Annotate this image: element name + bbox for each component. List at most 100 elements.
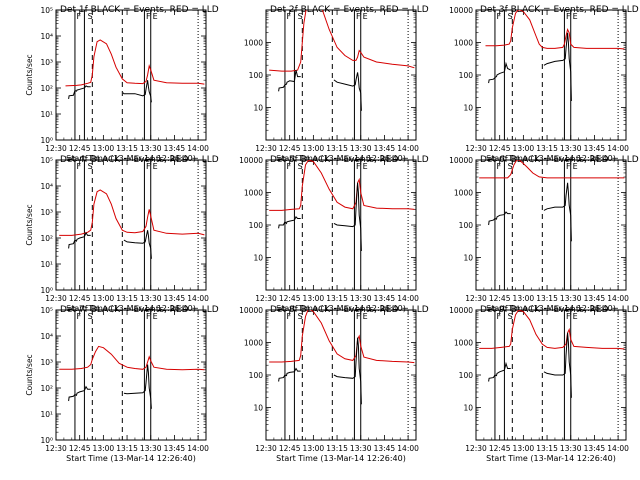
y-tick-label: 1000	[454, 189, 473, 198]
x-tick-label: 12:45	[279, 294, 301, 303]
chart-title: Det 9f BLACK = Events, RED = LLD	[480, 305, 639, 315]
series-line-lld	[59, 345, 205, 371]
interval-label: F	[497, 12, 502, 21]
interval-markers	[74, 160, 199, 290]
x-tick-label: 13:00	[303, 144, 325, 153]
series-line-events	[278, 69, 362, 111]
chart-title: Det 5f BLACK = Events, RED = LLD	[270, 155, 429, 165]
series-group	[269, 10, 415, 111]
series-group	[269, 160, 415, 252]
x-tick-label: 12:45	[489, 444, 511, 453]
x-axis-label: Start Time (13-Mar-14 12:26:40)	[66, 454, 196, 463]
x-tick-label: 12:30	[45, 444, 67, 453]
series-line-lld	[269, 10, 415, 72]
series-line-events	[68, 80, 152, 103]
interval-label: F	[287, 12, 292, 21]
chart-panel-9: Det 9f BLACK = Events, RED = LLD 10 100 100…	[449, 305, 639, 463]
x-tick-label: 13:45	[374, 294, 396, 303]
y-tick-label: 1000	[454, 39, 473, 48]
interval-label: S	[508, 12, 513, 21]
interval-label: E	[153, 312, 158, 321]
x-tick-label: 13:45	[584, 444, 606, 453]
x-tick-label: 13:45	[584, 144, 606, 153]
interval-label: S	[508, 312, 513, 321]
x-tick-label: 14:00	[187, 444, 209, 453]
x-tick-label: 13:15	[326, 144, 348, 153]
interval-label: E	[363, 312, 368, 321]
x-tick-label: 13:45	[164, 294, 186, 303]
x-tick-label: 13:15	[326, 444, 348, 453]
x-tick-label: 13:15	[326, 294, 348, 303]
interval-label: F	[146, 312, 151, 321]
series-group	[479, 160, 625, 242]
chart-title: Det 3f BLACK = Events, RED = LLD	[480, 5, 639, 15]
chart-panel-8: Det 8f BLACK = Events, RED = LLD 10 100 100…	[239, 305, 429, 463]
interval-label: F	[566, 312, 571, 321]
x-tick-label: 12:45	[69, 294, 91, 303]
interval-label: F	[497, 162, 502, 171]
plot-frame	[475, 9, 627, 141]
x-tick-label: 13:00	[93, 144, 115, 153]
y-tick-label: 10²	[40, 84, 53, 93]
interval-label: F	[497, 312, 502, 321]
y-tick-label: 10⁴	[40, 332, 53, 341]
interval-label: S	[88, 12, 93, 21]
x-axis-label: Start Time (13-Mar-14 12:26:40)	[276, 454, 406, 463]
chart-title: Det 8f BLACK = Events, RED = LLD	[270, 305, 429, 315]
interval-label: E	[363, 162, 368, 171]
x-tick-label: 13:00	[513, 294, 535, 303]
chart-title: Det 6f BLACK = Events, RED = LLD	[480, 155, 639, 165]
interval-label: F	[146, 162, 151, 171]
series-line-lld	[479, 310, 625, 350]
interval-markers	[74, 310, 199, 440]
x-axis-label: Start Time (13-Mar-14 12:26:40)	[276, 154, 406, 163]
y-tick-label: 100	[249, 221, 264, 230]
y-tick-label: 10⁵	[40, 156, 53, 165]
y-tick-label: 10¹	[40, 260, 53, 269]
x-tick-label: 13:00	[513, 444, 535, 453]
x-tick-label: 12:30	[45, 144, 67, 153]
x-tick-label: 12:30	[255, 444, 277, 453]
chart-panel-5: Det 5f BLACK = Events, RED = LLD 10 100 100…	[239, 155, 429, 313]
series-line-lld	[479, 160, 625, 179]
y-tick-label: 1000	[454, 339, 473, 348]
x-tick-label: 12:45	[69, 444, 91, 453]
interval-label: E	[363, 12, 368, 21]
x-tick-label: 12:30	[45, 294, 67, 303]
x-tick-label: 13:45	[374, 144, 396, 153]
x-tick-label: 14:00	[187, 144, 209, 153]
x-tick-label: 14:00	[397, 444, 419, 453]
x-tick-label: 14:00	[187, 294, 209, 303]
interval-label: E	[153, 12, 158, 21]
x-tick-label: 13:30	[140, 444, 162, 453]
x-tick-label: 14:00	[397, 144, 419, 153]
interval-markers	[494, 10, 619, 140]
x-tick-label: 13:30	[140, 144, 162, 153]
x-tick-label: 12:30	[465, 144, 487, 153]
x-tick-label: 13:15	[116, 144, 138, 153]
series-line-lld	[269, 310, 415, 364]
plot-frame	[475, 159, 627, 291]
y-tick-label: 10³	[40, 208, 53, 217]
x-axis-label: Start Time (13-Mar-14 12:26:40)	[66, 304, 196, 313]
y-axis-label: Counts/sec	[25, 54, 34, 95]
y-tick-label: 1000	[244, 189, 263, 198]
series-line-events	[68, 230, 152, 259]
x-tick-label: 14:00	[397, 294, 419, 303]
x-tick-label: 13:15	[536, 144, 558, 153]
x-tick-label: 13:30	[140, 294, 162, 303]
y-tick-label: 10000	[239, 156, 263, 165]
y-tick-label: 100	[459, 221, 474, 230]
chart-title: Det 2f BLACK = Events, RED = LLD	[270, 5, 429, 15]
y-tick-label: 100	[459, 71, 474, 80]
series-line-lld	[485, 10, 625, 50]
x-axis-label: Start Time (13-Mar-14 12:26:40)	[276, 304, 406, 313]
x-tick-label: 13:30	[350, 144, 372, 153]
interval-markers	[284, 10, 409, 140]
y-tick-label: 1000	[244, 339, 263, 348]
y-tick-label: 10000	[239, 306, 263, 315]
interval-label: S	[298, 162, 303, 171]
series-group	[59, 345, 205, 409]
series-line-events	[488, 32, 572, 102]
